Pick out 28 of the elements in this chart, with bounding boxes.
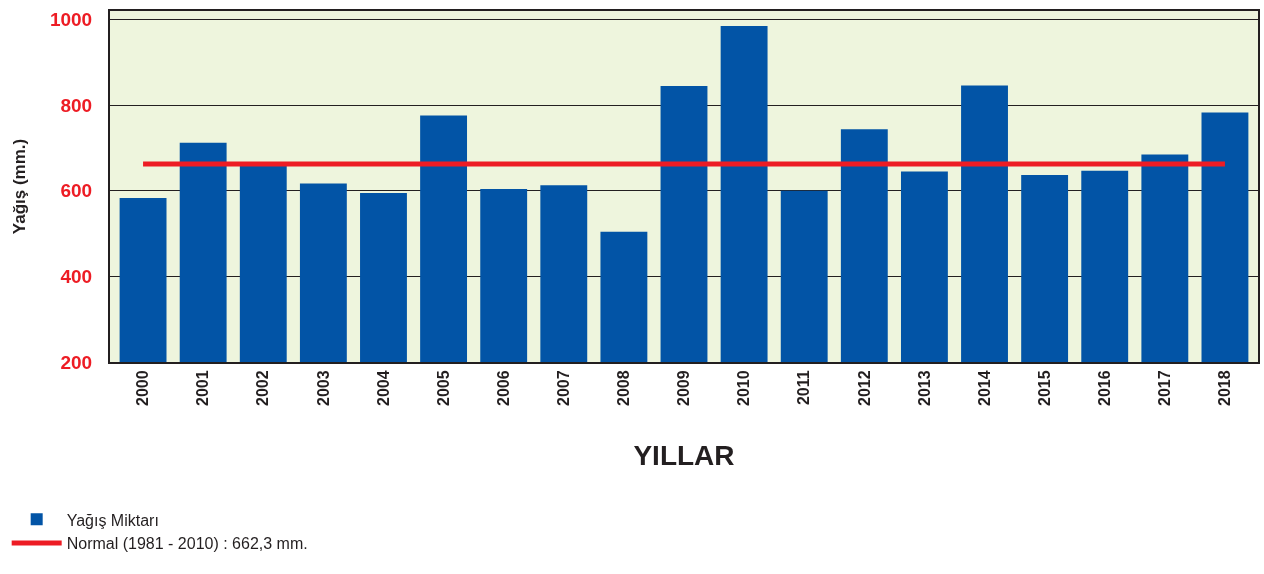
x-tick-label: 2015 [1035,370,1053,406]
x-tick-label: 2005 [434,370,452,406]
x-tick-label: 2009 [675,370,693,406]
x-tick-label: 2013 [915,370,933,406]
x-tick-label: 2001 [194,370,212,406]
x-axis-title: YILLAR [633,439,735,471]
y-tick-label: 600 [60,180,93,202]
x-tick-label: 2006 [494,370,512,406]
x-tick-label: 2016 [1095,370,1113,406]
legend-label: Yağış Miktarı [66,511,159,529]
x-tick-label: 2018 [1216,370,1234,406]
y-tick-label: 200 [60,351,93,373]
x-tick-label: 2004 [374,370,392,406]
x-tick-label: 2003 [314,370,332,406]
x-tick-label: 2010 [735,370,753,406]
x-tick-label: 2017 [1156,370,1174,406]
x-tick-label: 2007 [554,370,572,406]
x-tick-label: 2014 [975,370,993,406]
x-tick-label: 2000 [134,370,152,406]
y-tick-label: 1000 [49,9,93,31]
legend-label: Normal (1981 - 2010) : 662,3 mm. [66,535,308,553]
y-tick-label: 800 [60,94,93,116]
x-tick-label: 2012 [855,370,873,406]
y-axis-title: Yağış (mm.) [9,138,29,235]
x-tick-label: 2011 [795,370,813,406]
x-tick-label: 2008 [615,370,633,406]
x-tick-label: 2002 [254,370,272,406]
y-tick-label: 400 [60,266,93,288]
